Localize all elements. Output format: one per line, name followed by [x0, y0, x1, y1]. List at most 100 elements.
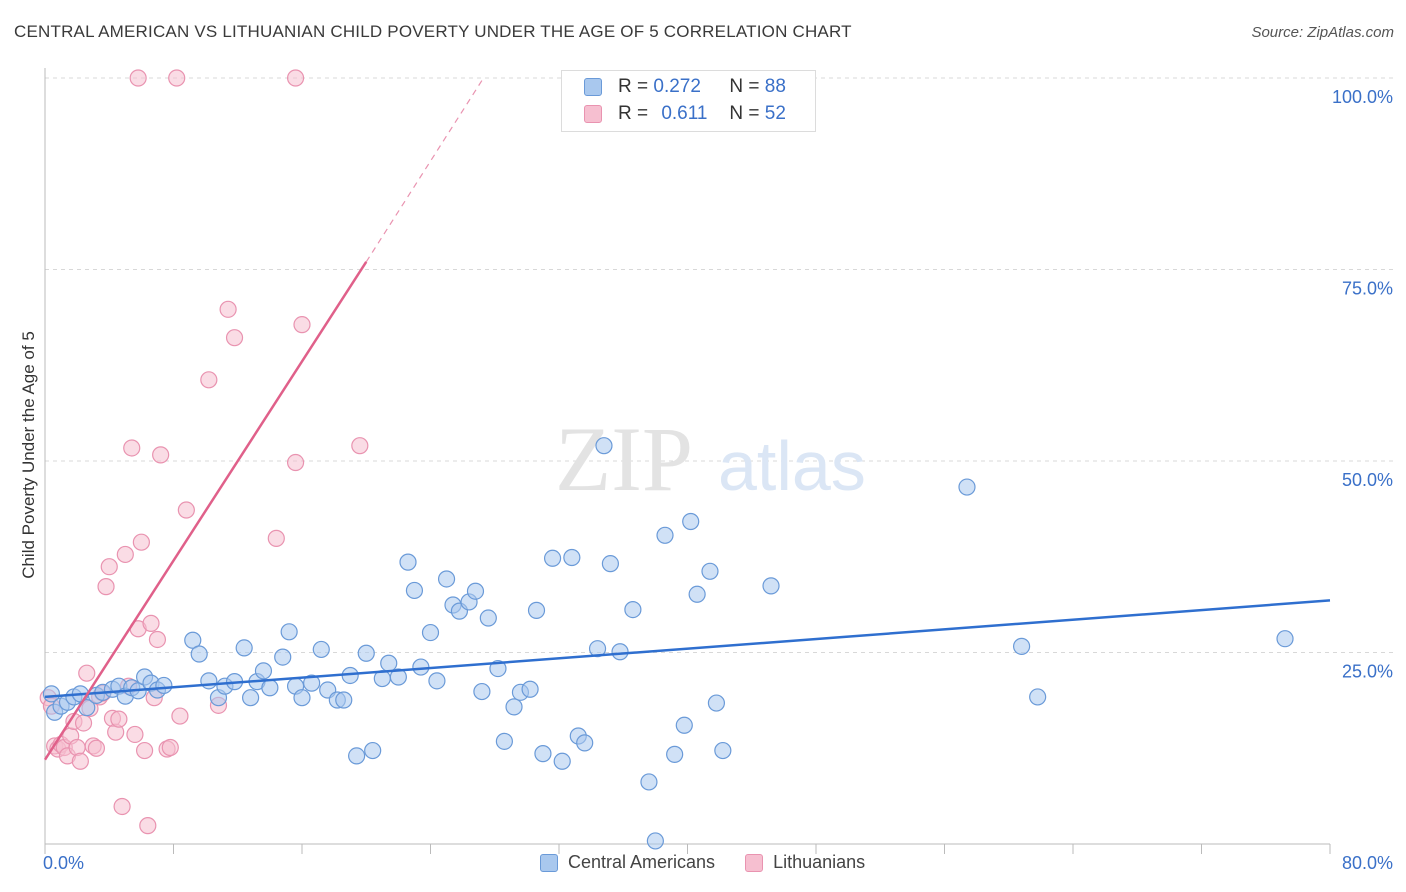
point-central-americans [601, 555, 620, 573]
point-central-americans [261, 679, 279, 697]
point-central-americans [437, 570, 456, 588]
y-tick-label: 75.0% [1342, 279, 1393, 299]
point-central-americans [254, 662, 273, 680]
point-central-americans [534, 745, 552, 763]
point-central-americans [640, 773, 658, 791]
legend-label: Central Americans [568, 852, 716, 872]
y-tick-label: 25.0% [1342, 662, 1393, 682]
x-tick-label: 0.0% [43, 853, 84, 873]
point-lithuanians [286, 453, 305, 472]
chart-title: CENTRAL AMERICAN VS LITHUANIAN CHILD POV… [14, 22, 852, 41]
point-central-americans [714, 741, 732, 760]
bottom-legend: Central Americans Lithuanians [540, 852, 895, 873]
series-lithuanians [39, 69, 369, 835]
point-central-americans [242, 689, 260, 707]
point-central-americans [421, 623, 440, 642]
point-central-americans [624, 601, 642, 619]
point-central-americans [688, 585, 706, 603]
point-central-americans [357, 644, 375, 662]
y-tick-labels: 25.0% 50.0% 75.0% 100.0% [1332, 87, 1393, 682]
point-lithuanians [139, 817, 157, 835]
point-lithuanians [129, 69, 147, 87]
legend-label: Lithuanians [773, 852, 866, 872]
point-central-americans [200, 672, 218, 690]
point-central-americans [312, 640, 330, 659]
y-tick-label: 50.0% [1342, 470, 1393, 490]
point-central-americans [399, 553, 417, 571]
stats-n-label: N = [729, 76, 760, 97]
point-lithuanians [100, 558, 118, 576]
point-central-americans [543, 549, 562, 567]
legend-item-lithuanians[interactable]: Lithuanians [745, 852, 865, 873]
point-central-americans [1029, 688, 1047, 706]
stats-swatch-pink [584, 105, 602, 123]
point-central-americans [489, 659, 507, 678]
point-central-americans [576, 734, 594, 752]
stats-n-value: 88 [764, 76, 786, 97]
watermark: ZIP atlas [555, 408, 866, 510]
source-label: Source: ZipAtlas.com [1251, 24, 1394, 41]
point-central-americans [611, 643, 629, 661]
stats-r-label: R = [618, 103, 649, 124]
watermark-zip: ZIP [555, 408, 693, 510]
point-lithuanians [200, 371, 218, 389]
stats-n-value: 52 [764, 103, 786, 124]
point-central-americans [1012, 637, 1031, 655]
point-central-americans [553, 752, 571, 770]
point-central-americans [646, 832, 664, 850]
point-lithuanians [177, 501, 195, 519]
point-central-americans [666, 745, 684, 763]
point-lithuanians [225, 329, 244, 347]
point-lithuanians [267, 529, 285, 547]
watermark-atlas: atlas [718, 427, 866, 505]
point-central-americans [274, 648, 292, 666]
point-central-americans [595, 437, 613, 455]
point-lithuanians [87, 739, 106, 757]
stats-legend: R = 0.272 N = 88 R = 0.611 N = 52 [561, 70, 816, 132]
point-lithuanians [71, 752, 89, 770]
point-lithuanians [152, 446, 170, 464]
point-central-americans [235, 639, 253, 657]
point-central-americans [656, 526, 674, 544]
point-lithuanians [171, 707, 189, 725]
point-lithuanians [293, 316, 311, 334]
point-lithuanians [123, 439, 141, 457]
point-lithuanians [110, 710, 128, 728]
point-lithuanians [132, 533, 150, 551]
stats-row-central-americans: R = 0.272 N = 88 [584, 74, 786, 100]
x-tick-labels: 0.0% 80.0% [43, 853, 1393, 873]
point-lithuanians [74, 714, 93, 732]
point-central-americans [190, 645, 208, 663]
trend-line-lithuanians-extension [365, 77, 485, 263]
point-lithuanians [142, 614, 160, 632]
point-central-americans [303, 674, 321, 692]
stats-r-value: 0.272 [653, 76, 701, 97]
point-central-americans [348, 747, 366, 765]
point-central-americans [563, 548, 581, 567]
point-lithuanians [168, 69, 186, 87]
point-central-americans [405, 581, 424, 600]
point-central-americans [389, 668, 407, 686]
legend-item-central-americans[interactable]: Central Americans [540, 852, 715, 873]
point-central-americans [958, 478, 976, 496]
legend-swatch-blue [540, 853, 558, 872]
point-central-americans [280, 623, 298, 641]
trend-line-central-americans [44, 599, 1331, 699]
grid-lines [45, 77, 1395, 653]
y-tick-label: 100.0% [1332, 87, 1393, 107]
axes [44, 68, 1331, 854]
point-central-americans [473, 682, 491, 701]
point-lithuanians [148, 630, 167, 649]
point-lithuanians [113, 797, 131, 816]
point-central-americans [184, 631, 202, 649]
point-lithuanians [135, 741, 154, 760]
stats-row-lithuanians: R = 0.611 N = 52 [584, 101, 786, 127]
point-lithuanians [78, 664, 96, 682]
point-central-americans [762, 577, 780, 595]
point-central-americans [364, 741, 382, 760]
point-central-americans [707, 694, 726, 712]
point-lithuanians [286, 69, 305, 87]
point-central-americans [335, 691, 353, 709]
point-central-americans [682, 512, 700, 531]
